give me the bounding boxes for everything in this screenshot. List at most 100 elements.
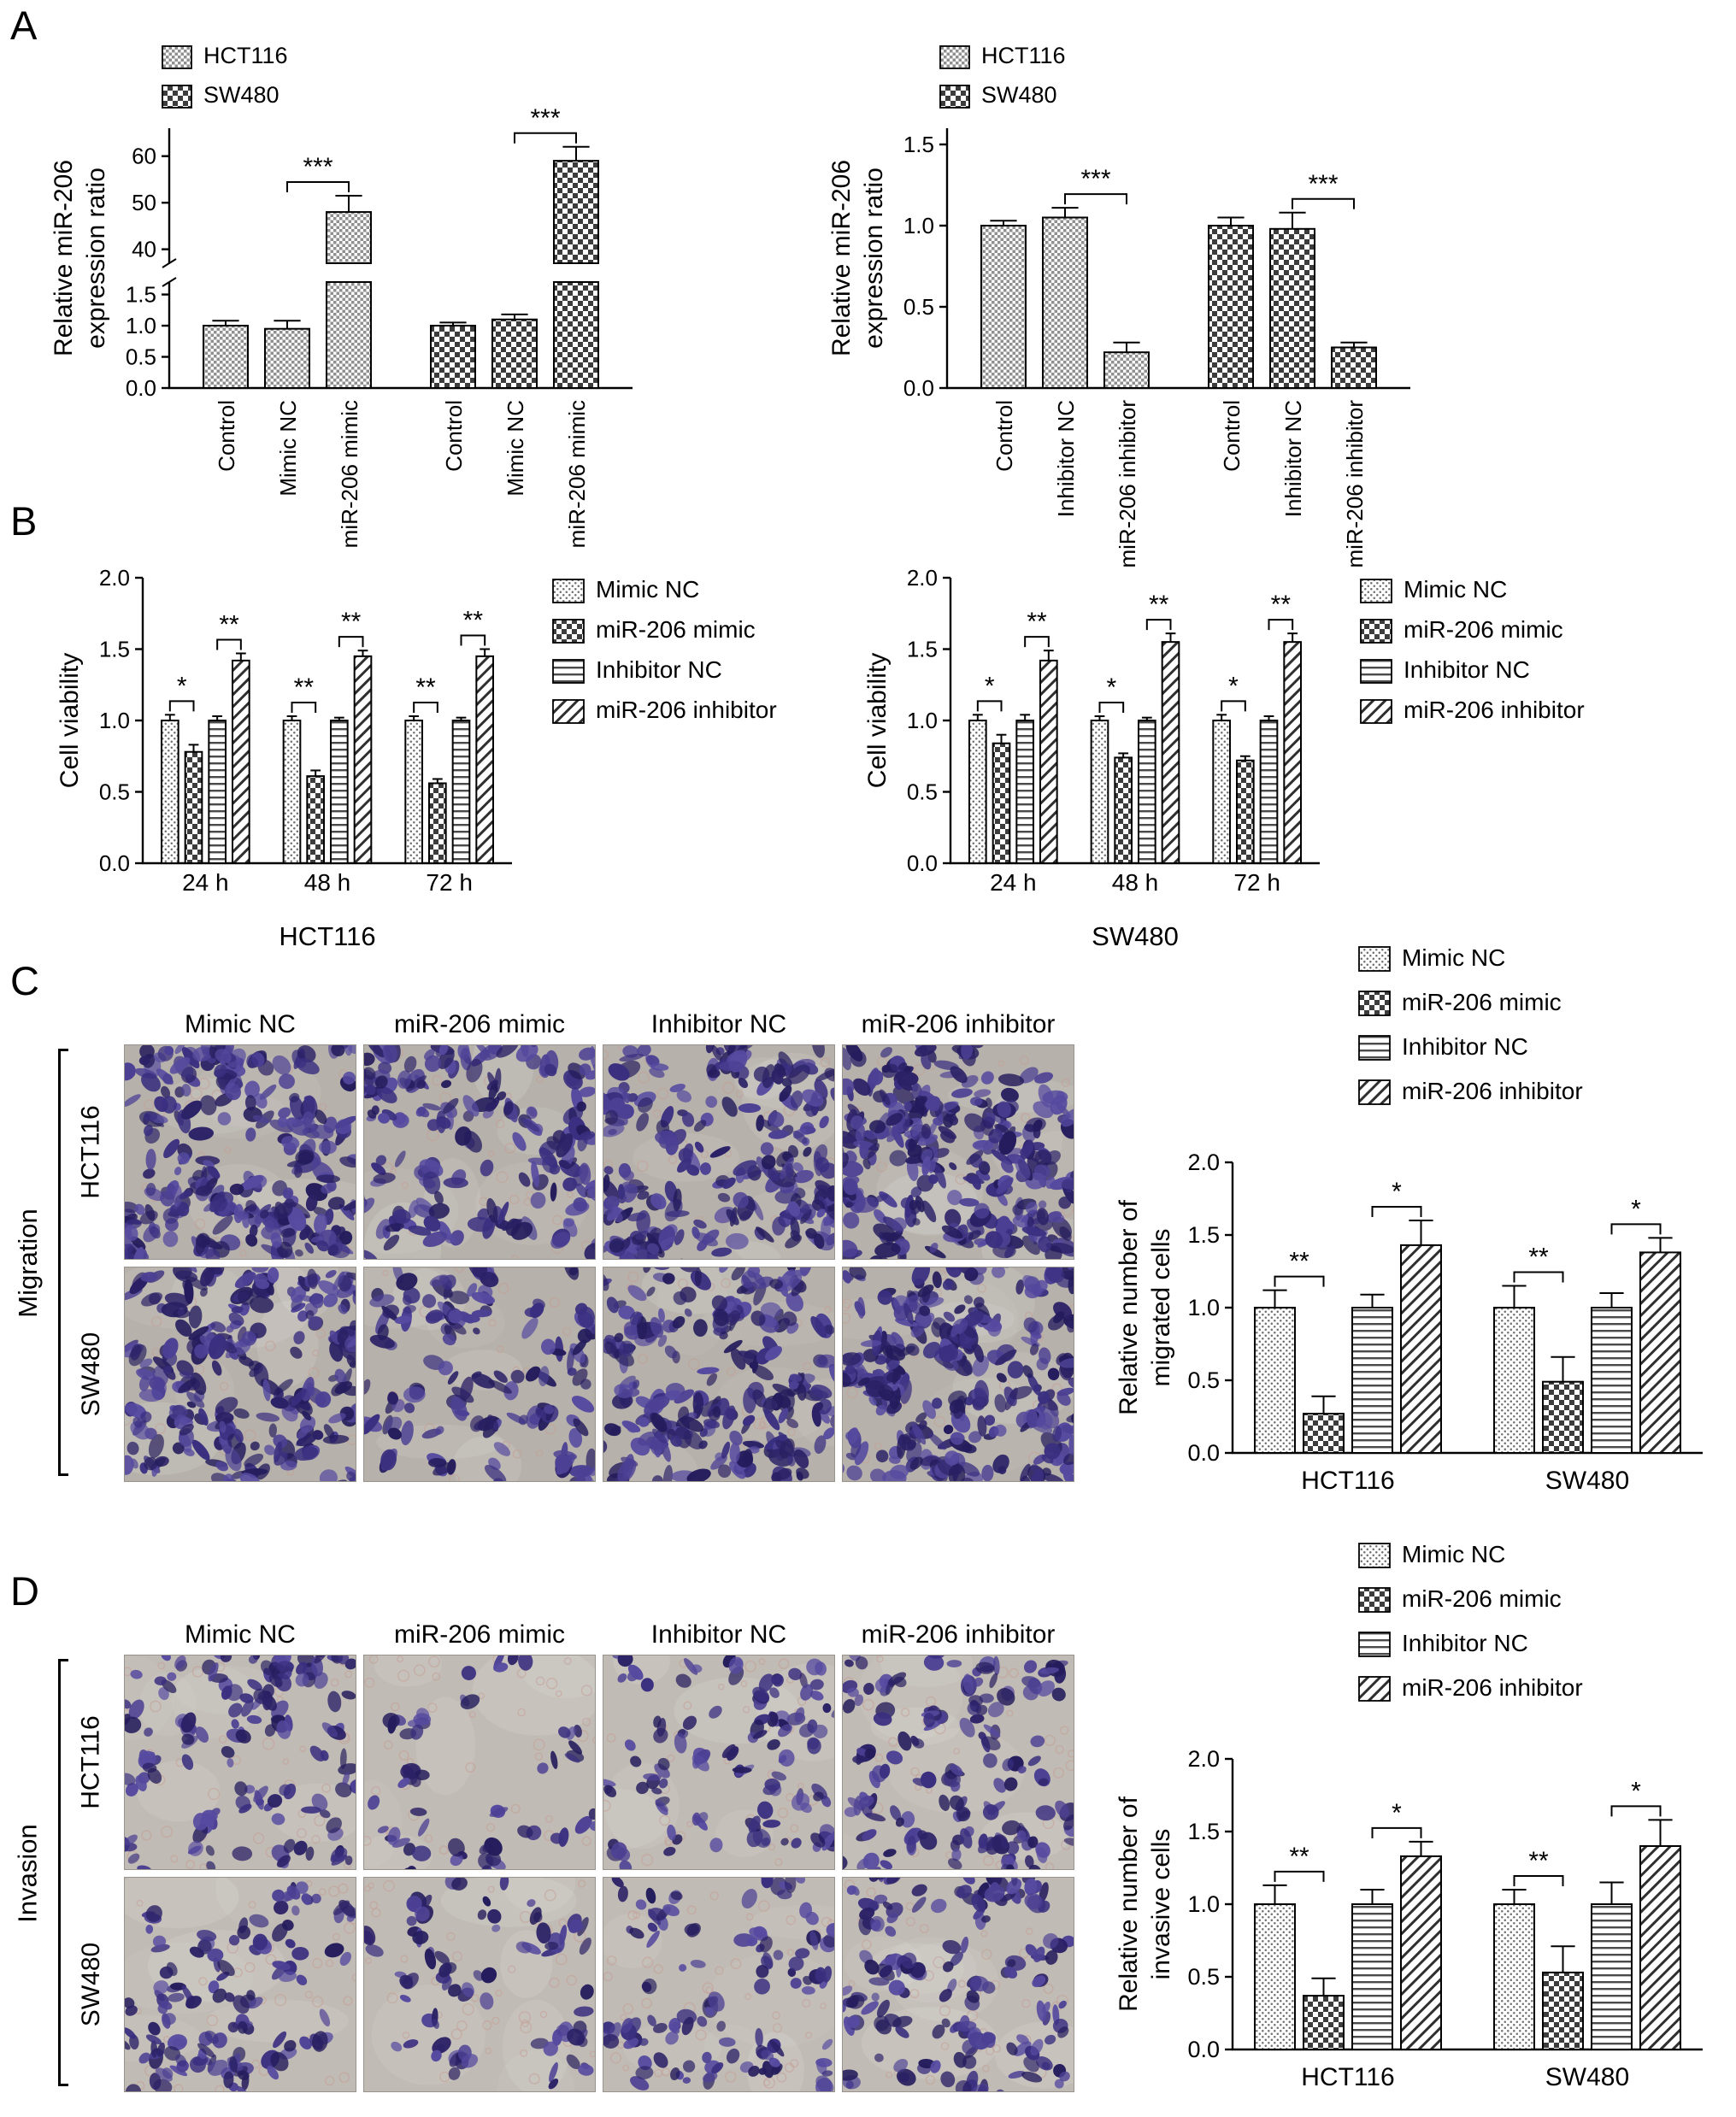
significance-bracket (1024, 636, 1050, 648)
svg-text:miR-206 inhibitor: miR-206 inhibitor (1404, 697, 1585, 723)
significance-bracket (1274, 1275, 1325, 1287)
svg-text:0.0: 0.0 (907, 850, 938, 876)
bar (326, 211, 372, 265)
svg-text:Mimic NC: Mimic NC (1402, 944, 1505, 971)
bar (1138, 720, 1156, 864)
legend-item: Inhibitor NC (1360, 656, 1530, 684)
legend-item: miR-206 inhibitor (552, 697, 777, 724)
mir206-expression-mimic-chart: 0.0 0.5 1.0 1.5 40 50 60 Relative miR-206 expres… (50, 43, 633, 548)
bar (1254, 1903, 1296, 2050)
bar (1015, 720, 1034, 864)
svg-text:0.0: 0.0 (1187, 2037, 1220, 2062)
svg-text:1.0: 1.0 (1187, 1891, 1220, 1917)
svg-text:0.0: 0.0 (126, 375, 156, 401)
significance-bracket (1610, 1805, 1662, 1817)
svg-text:Mimic NC: Mimic NC (275, 400, 301, 497)
svg-text:miR-206 mimic: miR-206 mimic (596, 616, 756, 643)
svg-text:Relative number of: Relative number of (1115, 1796, 1143, 2011)
svg-text:miR-206 inhibitor: miR-206 inhibitor (596, 697, 777, 723)
svg-text:Control: Control (1219, 400, 1245, 472)
significance-bracket (1513, 1875, 1564, 1886)
bar (1212, 720, 1232, 864)
svg-text:SW480: SW480 (203, 82, 280, 108)
svg-text:40: 40 (132, 237, 156, 262)
svg-text:expression ratio: expression ratio (860, 168, 888, 349)
bar (353, 655, 373, 864)
significance-bracket (1064, 193, 1127, 205)
svg-text:HCT116: HCT116 (203, 43, 288, 68)
bar (428, 782, 447, 865)
bar (208, 720, 227, 864)
micrograph-migration-sw480-inhibitor-nc (603, 1267, 835, 1482)
svg-text:1.0: 1.0 (907, 708, 938, 733)
svg-text:miR-206 inhibitor: miR-206 inhibitor (1115, 400, 1140, 568)
svg-text:*: * (1106, 673, 1116, 702)
bar (161, 720, 179, 864)
svg-text:0.0: 0.0 (903, 375, 934, 401)
svg-text:invasive cells: invasive cells (1147, 1829, 1175, 1980)
micrograph-migration-sw480-mir206-mimic (363, 1267, 596, 1482)
svg-text:1.0: 1.0 (903, 213, 934, 238)
significance-bracket (168, 700, 195, 712)
svg-text:1.5: 1.5 (1187, 1222, 1220, 1248)
bar (1400, 1244, 1442, 1454)
svg-text:HCT116: HCT116 (981, 43, 1066, 68)
significance-bracket (286, 181, 350, 192)
svg-text:Control: Control (992, 400, 1017, 472)
panel-a-label: A (10, 3, 38, 48)
bar (1303, 1413, 1345, 1454)
svg-text:Control: Control (441, 400, 467, 472)
legend-item: Mimic NC (1360, 576, 1507, 603)
svg-text:SW480: SW480 (1092, 921, 1179, 951)
svg-text:24 h: 24 h (182, 869, 228, 896)
bar (1283, 641, 1302, 865)
svg-text:*: * (1392, 1799, 1402, 1827)
svg-text:***: *** (303, 153, 332, 181)
invasion-quantification-chart: 0.0 0.5 1.0 1.5 2.0 Relative number of invasiv… (1115, 1541, 1703, 2091)
svg-text:**: ** (341, 608, 362, 636)
bar (1351, 1903, 1393, 2050)
svg-text:1.0: 1.0 (126, 313, 156, 338)
bar (1254, 1307, 1296, 1454)
micrograph-invasion-sw480-mir206-mimic (363, 1877, 596, 2092)
svg-text:**: ** (1289, 1843, 1309, 1871)
migration-col-header-inhibitor-nc: Inhibitor NC (650, 1010, 787, 1038)
migration-side-label: Migration (13, 1208, 43, 1318)
svg-text:**: ** (1271, 591, 1292, 619)
panel-d-label: D (10, 1568, 39, 1614)
sw480-viability-chart: 0.0 0.5 1.0 1.5 2.0 Cell viability 24 h 48 h 72 … (863, 565, 1585, 951)
bar (1269, 227, 1315, 389)
legend-item: miR-206 mimic (1358, 989, 1562, 1016)
bar (232, 659, 250, 864)
svg-text:Mimic NC: Mimic NC (1404, 576, 1507, 603)
svg-text:*: * (1631, 1777, 1641, 1805)
bar (1351, 1307, 1393, 1454)
significance-bracket (1098, 701, 1125, 713)
bar (430, 325, 476, 390)
micrograph-invasion-hct116-inhibitor-nc (603, 1655, 835, 1870)
hct116-viability-chart: 0.0 0.5 1.0 1.5 2.0 Cell viability 24 h 48 h 72 … (56, 565, 777, 951)
bar (1639, 1251, 1681, 1454)
svg-text:0.5: 0.5 (1187, 1367, 1220, 1393)
svg-text:expression ratio: expression ratio (82, 168, 110, 349)
svg-text:HCT116: HCT116 (1301, 2063, 1394, 2091)
svg-text:Inhibitor NC: Inhibitor NC (1402, 1033, 1528, 1060)
legend-item: HCT116 (939, 43, 1066, 69)
svg-text:48 h: 48 h (304, 869, 351, 896)
svg-text:*: * (985, 672, 995, 700)
micrograph-invasion-sw480-mir206-inhibitor (842, 1877, 1074, 2092)
invasion-col-header-mir206-mimic: miR-206 mimic (393, 1620, 565, 1649)
bar (184, 750, 203, 864)
svg-text:SW480: SW480 (1545, 1467, 1629, 1495)
svg-text:0.5: 0.5 (907, 779, 938, 805)
svg-text:migrated cells: migrated cells (1147, 1228, 1175, 1386)
bar (1639, 1845, 1681, 2050)
bar (404, 720, 424, 864)
bar (203, 325, 249, 390)
svg-text:miR-206 mimic: miR-206 mimic (1402, 1585, 1562, 1612)
bar (1236, 759, 1255, 865)
bar (968, 720, 987, 864)
significance-bracket (1145, 619, 1172, 631)
svg-text:Inhibitor NC: Inhibitor NC (1053, 400, 1079, 517)
